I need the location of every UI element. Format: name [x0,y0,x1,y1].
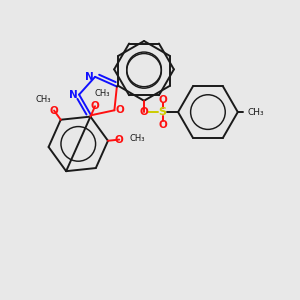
Text: N: N [85,72,94,82]
Text: CH₃: CH₃ [95,89,110,98]
Text: O: O [50,106,58,116]
Text: O: O [115,135,124,145]
Text: CH₃: CH₃ [130,134,146,142]
Text: O: O [140,107,148,117]
Text: N: N [69,90,78,100]
Text: O: O [158,94,167,104]
Text: O: O [116,105,124,115]
Text: S: S [158,107,166,117]
Text: CH₃: CH₃ [248,108,264,117]
Text: O: O [91,101,99,111]
Text: CH₃: CH₃ [35,95,51,104]
Text: O: O [158,120,167,130]
